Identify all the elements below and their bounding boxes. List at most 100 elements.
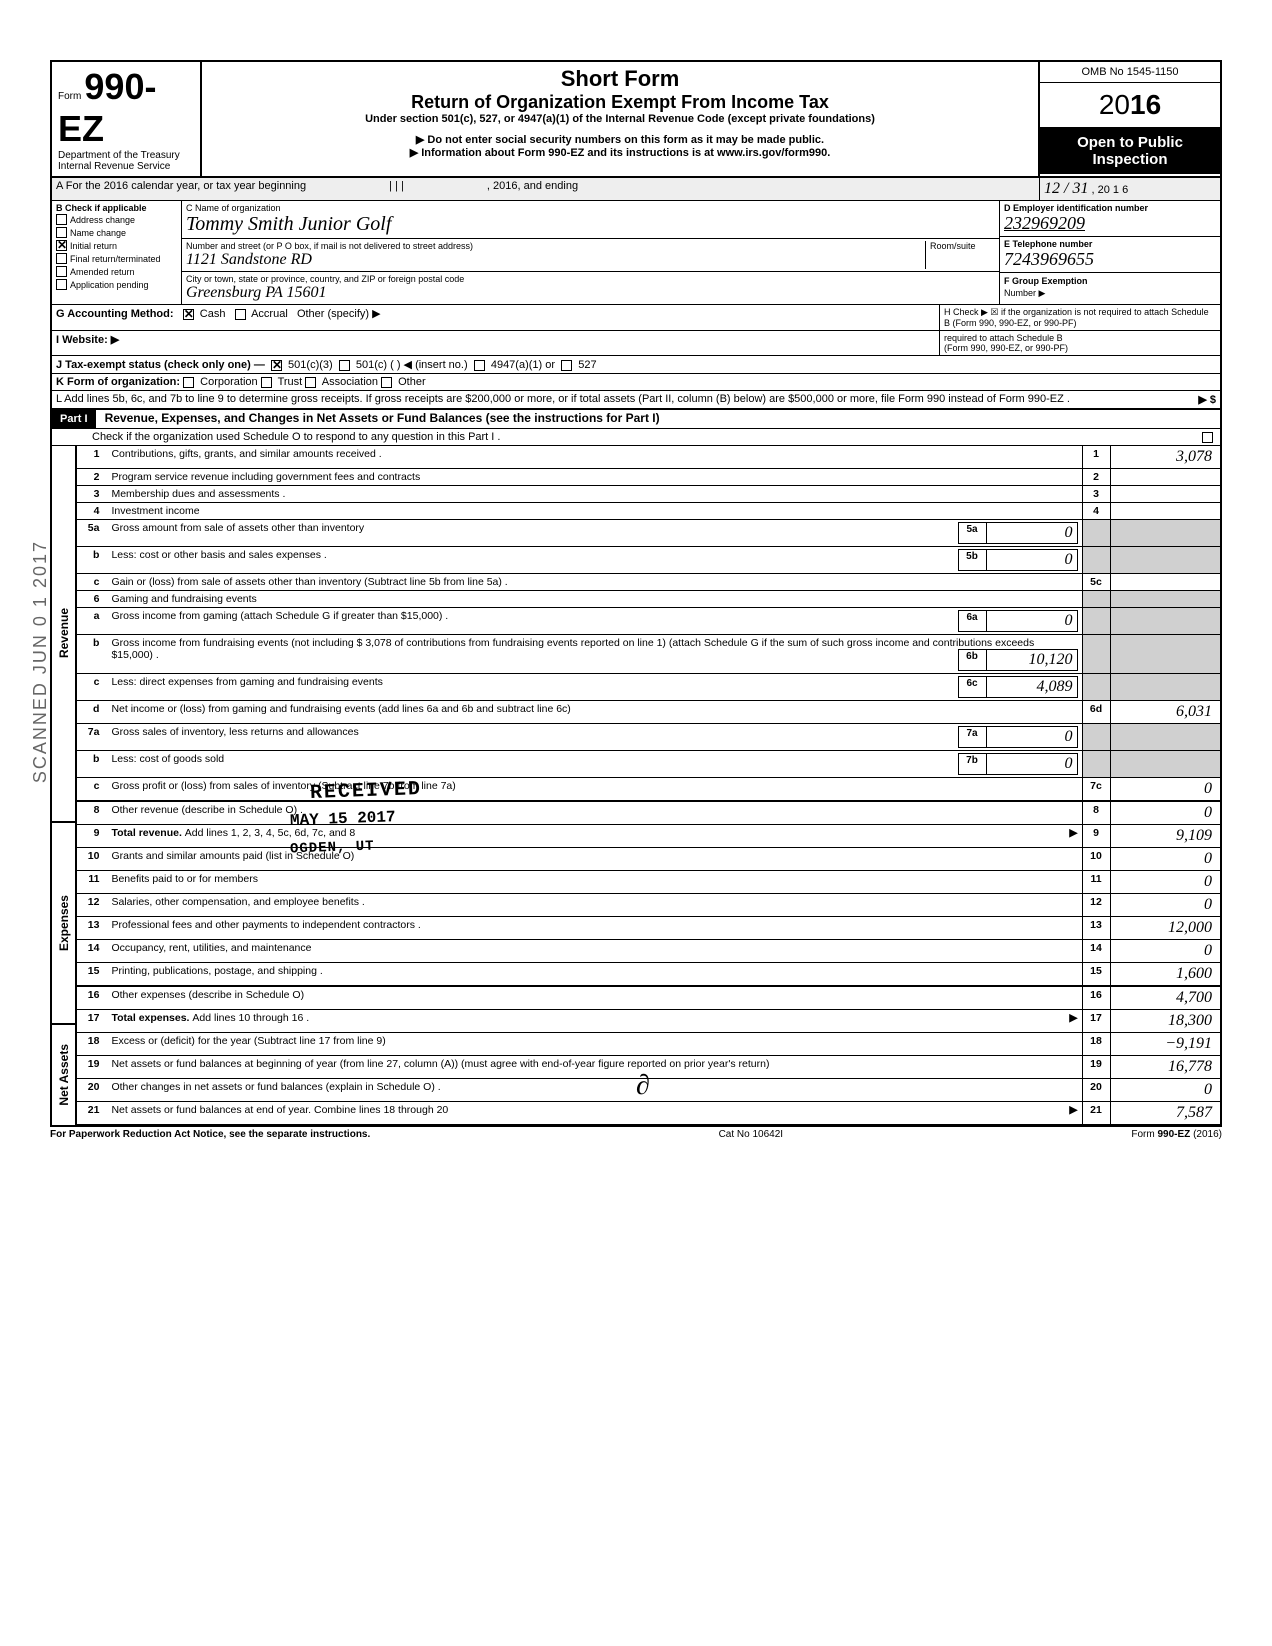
line-row: 6Gaming and fundraising events [77, 591, 1220, 608]
line-value[interactable]: 1,600 [1110, 963, 1220, 987]
C-city-value[interactable]: Greensburg PA 15601 [186, 284, 995, 302]
side-expenses: Expenses [57, 895, 71, 951]
line-value[interactable]: 0 [1110, 801, 1220, 825]
K-label: K Form of organization: [56, 376, 180, 388]
part1-title: Revenue, Expenses, and Changes in Net As… [105, 411, 660, 425]
line-box-number: 9 [1082, 825, 1110, 848]
line-value[interactable] [1110, 591, 1220, 608]
header: Form 990-EZ Department of the Treasury I… [50, 60, 1222, 178]
D-value[interactable]: 232969209 [1004, 213, 1216, 234]
J-527: 527 [578, 359, 596, 371]
line-value[interactable]: 4,700 [1110, 986, 1220, 1010]
line-number: 13 [77, 917, 107, 940]
B-checkbox[interactable] [56, 266, 67, 277]
C-name-value[interactable]: Tommy Smith Junior Golf [186, 213, 995, 236]
sub-box-label: 6a [959, 611, 987, 631]
line-text: Total revenue. Add lines 1, 2, 3, 4, 5c,… [107, 825, 1082, 848]
sub-box-value[interactable]: 0 [987, 727, 1077, 747]
K-checkbox[interactable] [183, 377, 194, 388]
G-cash-checkbox[interactable] [183, 309, 194, 320]
K-checkbox[interactable] [381, 377, 392, 388]
line-value[interactable] [1110, 674, 1220, 701]
line-value[interactable] [1110, 486, 1220, 503]
open-to-public: Open to Public [1044, 134, 1216, 151]
sub-box-label: 7a [959, 727, 987, 747]
line-value[interactable] [1110, 635, 1220, 674]
line-value[interactable]: 7,587 [1110, 1102, 1220, 1125]
B-checkbox[interactable] [56, 214, 67, 225]
line-value[interactable]: −9,191 [1110, 1033, 1220, 1056]
line-value[interactable] [1110, 469, 1220, 486]
F-number: Number ▶ [1004, 288, 1045, 298]
B-checkbox[interactable] [56, 227, 67, 238]
line-number: 19 [77, 1056, 107, 1079]
line-row: 12Salaries, other compensation, and empl… [77, 894, 1220, 917]
line-value[interactable] [1110, 503, 1220, 520]
line-value[interactable]: 3,078 [1110, 446, 1220, 469]
sub-box-value[interactable]: 0 [987, 611, 1077, 631]
line-value[interactable]: 0 [1110, 871, 1220, 894]
line-number: d [77, 701, 107, 724]
J-501c-checkbox[interactable] [339, 360, 350, 371]
rowA-end-year: , 20 1 6 [1092, 184, 1129, 196]
K-checkbox[interactable] [305, 377, 316, 388]
line-box-number [1082, 547, 1110, 574]
sub-box-label: 7b [959, 754, 987, 774]
sub-box-value[interactable]: 4,089 [987, 677, 1077, 697]
line-value[interactable]: 0 [1110, 1079, 1220, 1102]
line-value[interactable]: 0 [1110, 848, 1220, 871]
line-number: 10 [77, 848, 107, 871]
J-501c3-checkbox[interactable] [271, 360, 282, 371]
part1-schedO-checkbox[interactable] [1202, 432, 1213, 443]
B-checkbox[interactable] [56, 279, 67, 290]
line-value[interactable] [1110, 574, 1220, 591]
rowA-end-date: 12 / 31 [1044, 180, 1088, 197]
line-value[interactable]: 0 [1110, 894, 1220, 917]
arrow-icon: ▶ [1069, 1104, 1077, 1116]
part1-label: Part I [52, 410, 96, 428]
L-text: L Add lines 5b, 6c, and 7b to line 9 to … [56, 393, 1070, 405]
sub-box-value[interactable]: 0 [987, 550, 1077, 570]
E-value[interactable]: 7243969655 [1004, 249, 1216, 270]
sub-box-value[interactable]: 0 [987, 754, 1077, 774]
G-accrual-checkbox[interactable] [235, 309, 246, 320]
line-box-number: 19 [1082, 1056, 1110, 1079]
irs-label: Internal Revenue Service [58, 161, 194, 172]
K-checkbox[interactable] [261, 377, 272, 388]
C-addr-value[interactable]: 1121 Sandstone RD [186, 251, 925, 269]
B-checkbox[interactable] [56, 240, 67, 251]
line-row: bGross income from fundraising events (n… [77, 635, 1220, 674]
J-4947-checkbox[interactable] [474, 360, 485, 371]
line-value[interactable] [1110, 547, 1220, 574]
line-value[interactable]: 12,000 [1110, 917, 1220, 940]
rowA-mid: , 2016, and ending [487, 180, 578, 192]
line-value[interactable] [1110, 751, 1220, 778]
line-box-number [1082, 724, 1110, 751]
line-text: Excess or (deficit) for the year (Subtra… [107, 1033, 1082, 1056]
sub-box-value[interactable]: 10,120 [987, 650, 1077, 670]
B-item: Address change [56, 213, 177, 226]
J-4947: 4947(a)(1) or [491, 359, 555, 371]
line-value[interactable]: 0 [1110, 940, 1220, 963]
B-item: Initial return [56, 239, 177, 252]
line-value[interactable]: 16,778 [1110, 1056, 1220, 1079]
sub-box-value[interactable]: 0 [987, 523, 1077, 543]
line-value[interactable]: 6,031 [1110, 701, 1220, 724]
line-text: Occupancy, rent, utilities, and maintena… [107, 940, 1082, 963]
line-value[interactable] [1110, 608, 1220, 635]
B-checkbox[interactable] [56, 253, 67, 264]
line-value[interactable] [1110, 724, 1220, 751]
line-row: 1Contributions, gifts, grants, and simil… [77, 446, 1220, 469]
row-K: K Form of organization: Corporation Trus… [50, 374, 1222, 391]
line-text: Gross income from fundraising events (no… [107, 635, 1082, 674]
line-value[interactable]: 18,300 [1110, 1010, 1220, 1033]
line-value[interactable]: 9,109 [1110, 825, 1220, 848]
line-value[interactable]: 0 [1110, 778, 1220, 802]
J-527-checkbox[interactable] [561, 360, 572, 371]
line-row: cGain or (loss) from sale of assets othe… [77, 574, 1220, 591]
line-number: 5a [77, 520, 107, 547]
line-value[interactable] [1110, 520, 1220, 547]
line-text: Professional fees and other payments to … [107, 917, 1082, 940]
signature-mark: ∂ [636, 1070, 650, 1102]
sub-box-label: 5a [959, 523, 987, 543]
